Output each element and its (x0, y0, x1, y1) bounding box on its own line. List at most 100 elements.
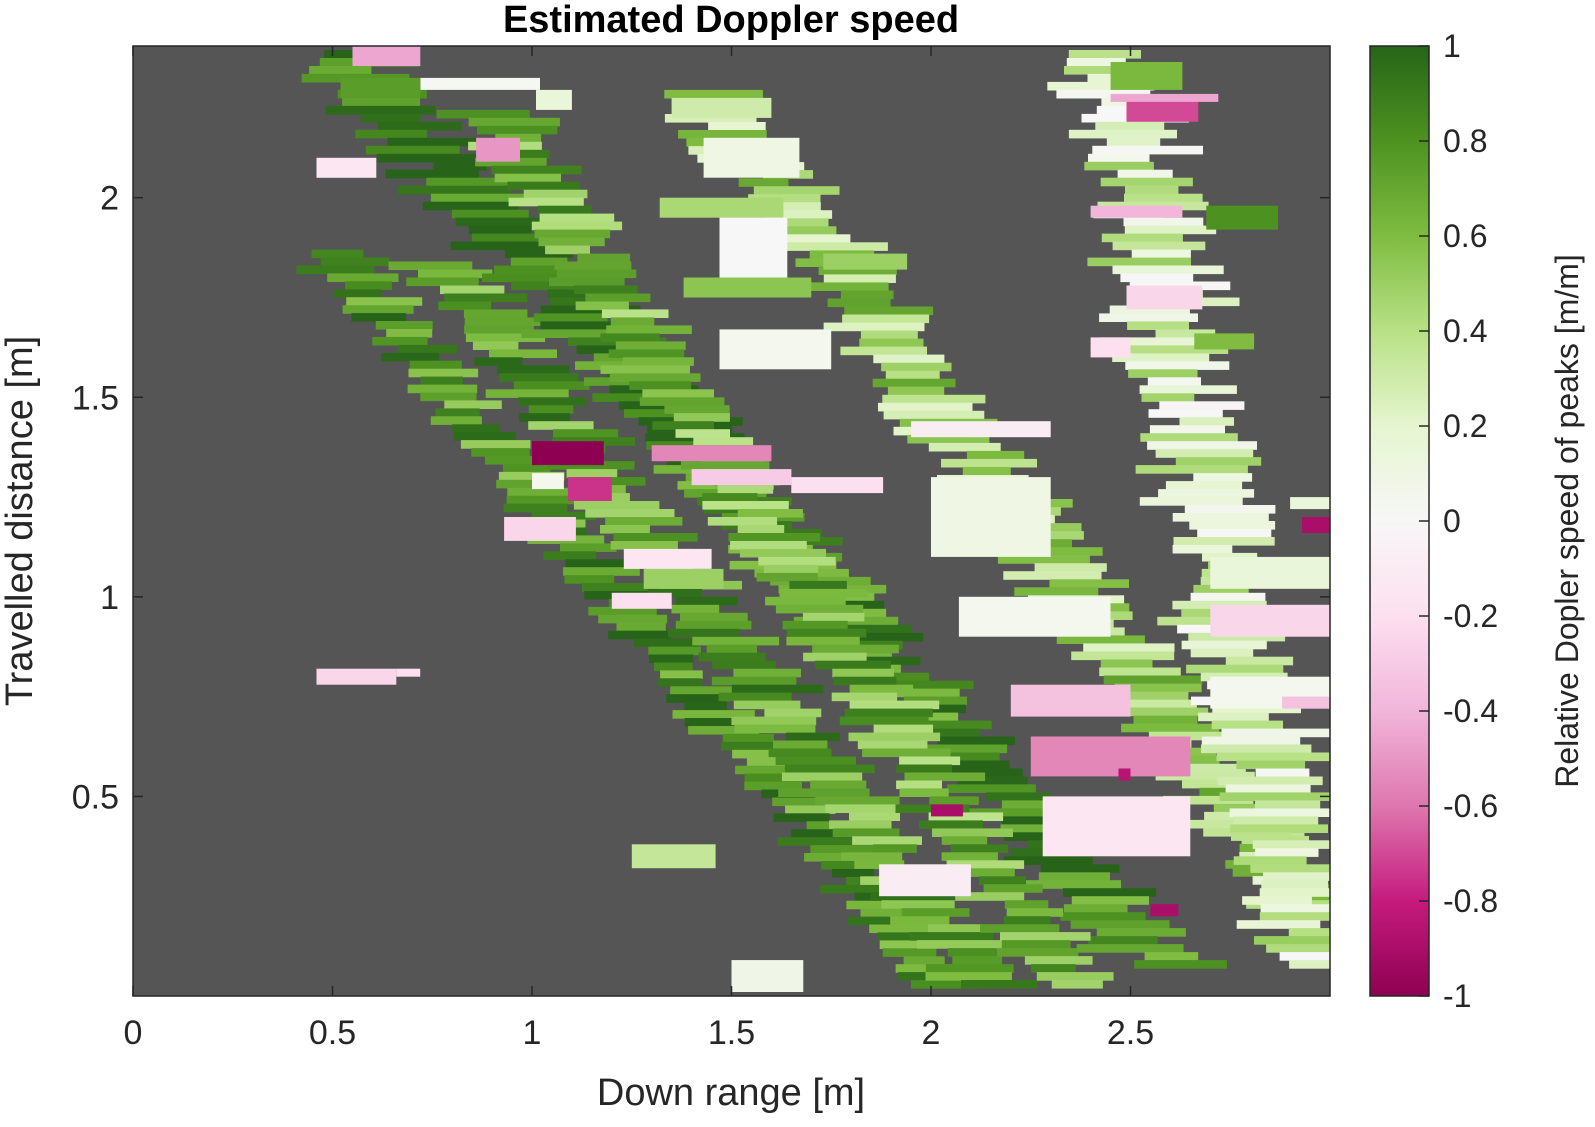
heatmap-cell (1062, 888, 1157, 897)
heatmap-cell (534, 229, 611, 239)
heatmap-cell (721, 741, 783, 751)
heatmap-cell (849, 700, 940, 710)
heatmap-patch (1150, 904, 1179, 917)
heatmap-patch (1210, 604, 1330, 637)
heatmap-patch (1126, 97, 1199, 122)
heatmap-cell (903, 956, 945, 965)
heatmap-cell (1101, 233, 1183, 243)
heatmap-cell (868, 680, 974, 690)
heatmap-cell (857, 740, 928, 750)
colorbar-label: Relative Dopler speed of peaks [m/m] (1549, 254, 1585, 788)
heatmap-cell (1181, 640, 1267, 650)
heatmap-cell (815, 660, 891, 670)
heatmap-patch (532, 441, 604, 466)
x-tick-label: 0 (124, 1014, 143, 1052)
heatmap-cell (1071, 651, 1175, 661)
heatmap-cell (849, 812, 900, 821)
heatmap-cell (553, 429, 619, 438)
heatmap-cell (904, 772, 986, 782)
heatmap-cell (789, 580, 847, 590)
heatmap-cell (684, 702, 727, 711)
heatmap-cell (872, 378, 956, 388)
heatmap-cell (1099, 667, 1181, 677)
heatmap-cell (1003, 856, 1093, 865)
heatmap-cell (523, 189, 588, 199)
heatmap-cell (708, 122, 766, 131)
heatmap-cell (588, 606, 657, 616)
heatmap-cell (660, 670, 703, 679)
heatmap-cell (320, 257, 390, 267)
heatmap-cell (464, 325, 534, 334)
heatmap-cell (671, 604, 720, 614)
heatmap-cell (531, 511, 596, 521)
heatmap-cell (980, 924, 1060, 933)
heatmap-cell (1225, 656, 1294, 666)
heatmap-cell (1189, 521, 1276, 530)
heatmap-cell (737, 509, 803, 518)
colorbar-ticks: 1 0.8 0.6 0.4 0.2 0 -0.2 -0.4 -0.6 -0.8 -1 (1419, 28, 1498, 1014)
colorbar-tick-label: -0.6 (1443, 788, 1498, 824)
heatmap-cell (1001, 940, 1071, 949)
heatmap-cell (505, 249, 574, 259)
heatmap-cell (852, 836, 922, 845)
heatmap-cell (418, 269, 493, 279)
heatmap-patch (504, 517, 576, 541)
x-tick-label: 2.5 (1107, 1014, 1154, 1052)
heatmap-cell (1112, 265, 1224, 275)
heatmap-cell (1158, 489, 1255, 498)
heatmap-cell (664, 89, 763, 99)
heatmap-cell (744, 773, 811, 783)
heatmap-cell (538, 237, 605, 247)
heatmap-cell (1255, 800, 1321, 809)
heatmap-cell (1121, 723, 1220, 733)
heatmap-cell (957, 776, 1028, 786)
heatmap-cell (1100, 177, 1193, 187)
heatmap-patch (316, 157, 377, 178)
heatmap-cell (533, 313, 608, 322)
heatmap-cell (937, 736, 1015, 746)
heatmap-patch (691, 469, 792, 486)
heatmap-cell (899, 788, 949, 797)
heatmap-cell (786, 636, 860, 646)
heatmap-cell (1125, 185, 1179, 195)
heatmap-cell (844, 306, 934, 316)
heatmap-cell (675, 429, 730, 438)
heatmap-cell (346, 297, 423, 306)
heatmap-cell (717, 485, 774, 494)
heatmap-cell (873, 354, 945, 364)
heatmap-cell (688, 726, 760, 735)
heatmap-cell (528, 421, 594, 430)
heatmap-cell (1003, 571, 1102, 580)
heatmap-cell (842, 314, 930, 324)
heatmap-cell (360, 113, 421, 123)
heatmap-cell (788, 282, 889, 291)
heatmap-cell (657, 678, 702, 687)
heatmap-cell (387, 137, 496, 147)
heatmap-patch (671, 97, 772, 118)
heatmap-cell (1266, 944, 1330, 953)
heatmap-cell (869, 924, 939, 934)
heatmap-cell (465, 333, 546, 342)
heatmap-patch (731, 960, 804, 992)
heatmap-cell (1036, 972, 1114, 981)
heatmap-cell (420, 376, 463, 386)
heatmap-cell (882, 948, 937, 957)
heatmap-cell (1099, 313, 1198, 322)
heatmap-cell (907, 434, 990, 444)
heatmap-cell (820, 884, 896, 894)
heatmap-cell (965, 808, 1047, 817)
heatmap-cell (772, 202, 821, 211)
heatmap-cell (1124, 225, 1217, 235)
heatmap-cell (784, 764, 875, 774)
heatmap-patch (931, 477, 1051, 557)
heatmap-cell (943, 868, 1015, 877)
heatmap-patch (316, 668, 397, 685)
heatmap-patch (1110, 62, 1183, 90)
heatmap-cell (1188, 632, 1286, 642)
heatmap-cell (605, 517, 683, 526)
heatmap-cell (759, 218, 829, 227)
heatmap-cells (296, 46, 1330, 992)
heatmap-cell (846, 900, 891, 910)
heatmap-cell (1124, 193, 1203, 203)
